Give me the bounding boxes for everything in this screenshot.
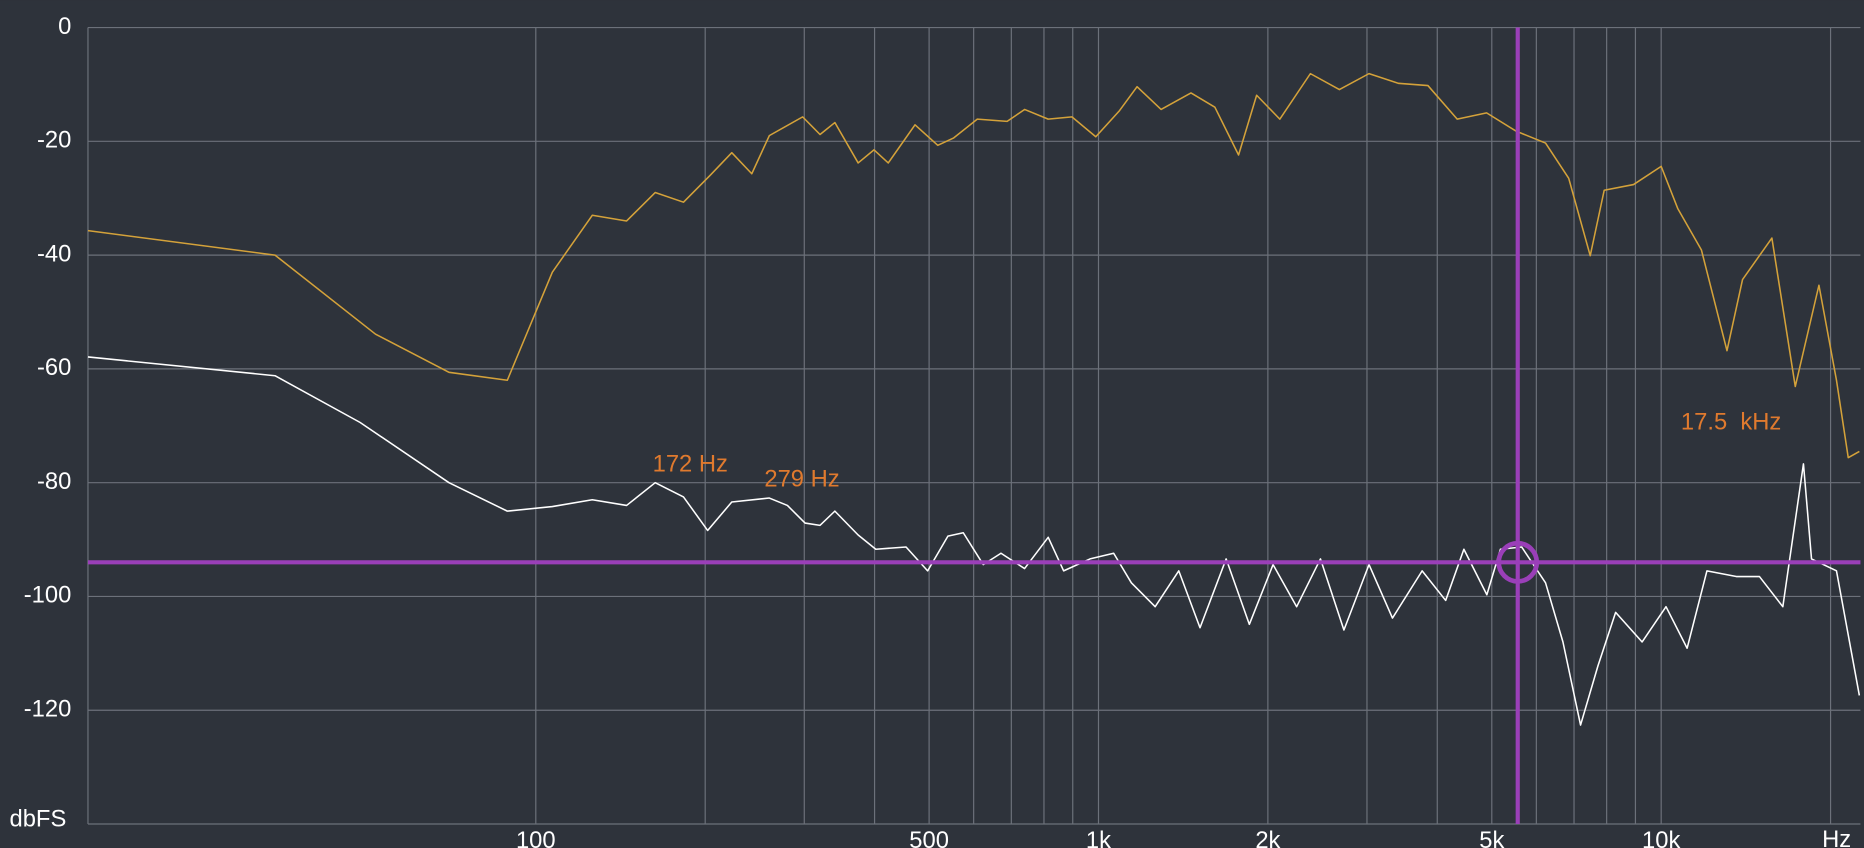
x-tick-label: 10k — [1642, 827, 1680, 848]
y-tick-label: -60 — [37, 354, 71, 381]
cursor-marker — [1496, 540, 1540, 584]
y-tick-label: -80 — [37, 468, 71, 495]
x-axis-label: Hz — [1822, 826, 1851, 848]
y-tick-label: -120 — [24, 696, 72, 723]
x-tick-label: 2k — [1255, 827, 1280, 848]
spectrum-line — [87, 356, 1861, 726]
y-tick-label: 0 — [58, 13, 71, 40]
x-tick-label: 1k — [1086, 827, 1111, 848]
y-tick-label: -20 — [37, 127, 71, 154]
y-axis-label: dbFS — [10, 806, 67, 833]
x-tick-label: 5k — [1479, 827, 1504, 848]
peak-annotation: 172 Hz — [653, 450, 728, 477]
x-tick-label: 500 — [909, 827, 949, 848]
x-tick-label: 100 — [516, 827, 556, 848]
y-tick-label: -40 — [37, 240, 71, 267]
peak-annotation: 279 Hz — [764, 466, 839, 493]
peak-annotation: 17.5 kHz — [1681, 409, 1781, 436]
spectrum-line — [87, 72, 1860, 459]
y-tick-label: -100 — [24, 582, 72, 609]
